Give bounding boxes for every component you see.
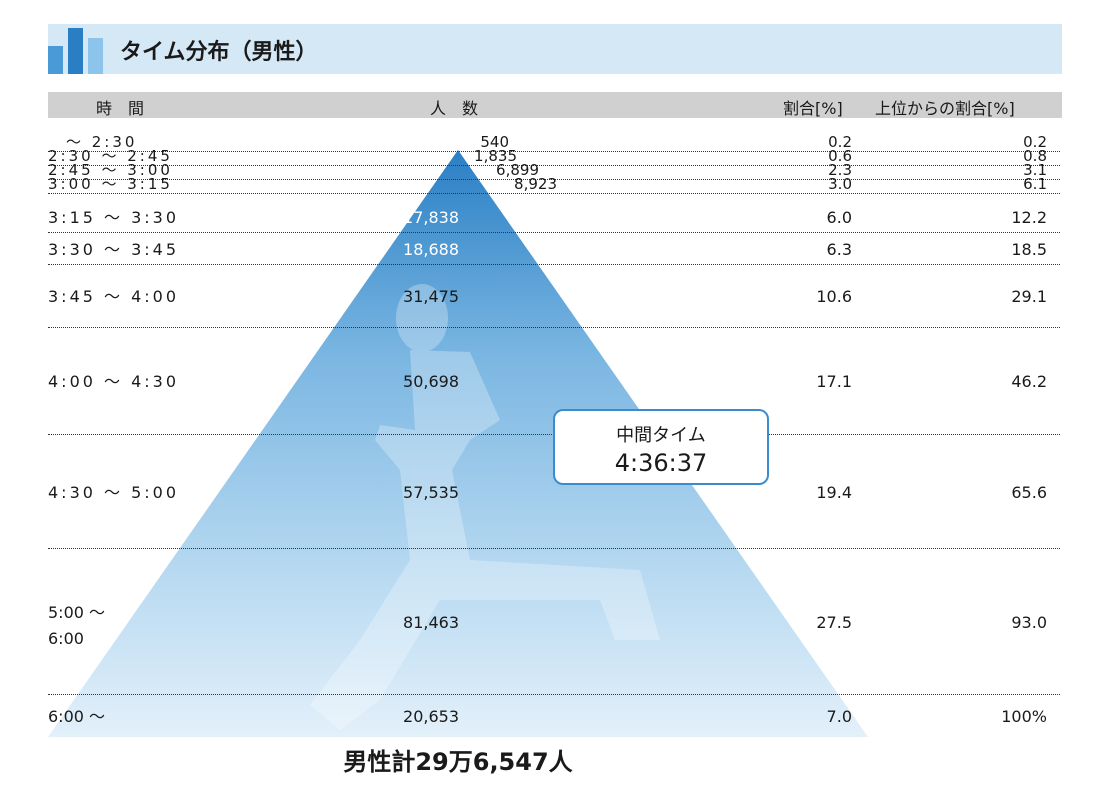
count-cell: 57,535 bbox=[403, 482, 459, 502]
count-cell: 18,688 bbox=[403, 239, 459, 259]
count-cell: 540 bbox=[480, 133, 509, 151]
pyramid-triangle bbox=[48, 150, 868, 737]
pct-cell: 2.3 bbox=[828, 161, 852, 179]
pct-cell: 0.6 bbox=[828, 147, 852, 165]
pct-cell: 6.0 bbox=[826, 207, 852, 227]
header-cum: 上位からの割合[%] bbox=[875, 99, 1015, 118]
total-count: 男性計29万6,547人 bbox=[343, 748, 573, 776]
chart-title: タイム分布（男性） bbox=[120, 40, 318, 65]
time-cell: ～ 2:30 bbox=[48, 133, 138, 151]
cum-cell: 0.2 bbox=[1023, 133, 1047, 151]
runner-silhouette bbox=[310, 284, 660, 730]
median-callout: 中間タイム 4:36:37 bbox=[553, 409, 769, 485]
row-separator bbox=[48, 179, 1060, 180]
pct-cell: 19.4 bbox=[816, 482, 852, 502]
cum-cell: 93.0 bbox=[1011, 612, 1047, 632]
cum-cell: 100% bbox=[1001, 707, 1047, 726]
pct-cell: 3.0 bbox=[828, 175, 852, 193]
count-cell: 20,653 bbox=[403, 707, 459, 726]
header-pct: 割合[%] bbox=[783, 99, 843, 118]
cum-cell: 29.1 bbox=[1011, 287, 1047, 306]
pct-cell: 10.6 bbox=[816, 287, 852, 306]
cum-cell: 46.2 bbox=[1011, 372, 1047, 391]
row-separator bbox=[48, 548, 1060, 549]
time-cell: 4:00 ～ 4:30 bbox=[48, 372, 180, 391]
cum-cell: 6.1 bbox=[1023, 175, 1047, 193]
header-time: 時 間 bbox=[96, 99, 145, 118]
title-bar: タイム分布（男性） bbox=[48, 24, 1062, 74]
count-cell: 81,463 bbox=[403, 612, 459, 632]
pct-cell: 27.5 bbox=[816, 612, 852, 632]
cum-cell: 18.5 bbox=[1011, 239, 1047, 259]
count-cell: 50,698 bbox=[403, 372, 459, 391]
row-separator bbox=[48, 327, 1060, 328]
count-cell: 31,475 bbox=[403, 287, 459, 306]
row-separator bbox=[48, 165, 1060, 166]
row-separator bbox=[48, 232, 1060, 233]
bar-logo-short bbox=[48, 46, 63, 74]
time-cell: 3:15 ～ 3:30 bbox=[48, 207, 180, 227]
time-cell: 2:45 ～ 3:00 bbox=[48, 161, 173, 179]
cum-cell: 0.8 bbox=[1023, 147, 1047, 165]
row-separator bbox=[48, 264, 1060, 265]
table-header: 時 間 人 数 割合[%] 上位からの割合[%] bbox=[48, 92, 1062, 118]
count-cell: 17,838 bbox=[403, 207, 459, 227]
time-cell: 5:00 ～ 6:00 bbox=[48, 603, 106, 648]
count-cell: 1,835 bbox=[474, 147, 517, 165]
time-cell: 2:30 ～ 2:45 bbox=[48, 147, 173, 165]
row-separator bbox=[48, 694, 1060, 695]
cum-cell: 3.1 bbox=[1023, 161, 1047, 179]
bar-logo-medium bbox=[88, 38, 103, 74]
pct-cell: 17.1 bbox=[816, 372, 852, 391]
count-cell: 6,899 bbox=[496, 161, 539, 179]
pct-cell: 7.0 bbox=[826, 707, 852, 726]
time-cell: 6:00 ～ bbox=[48, 707, 106, 726]
count-cell: 8,923 bbox=[514, 175, 557, 193]
time-cell: 3:45 ～ 4:00 bbox=[48, 287, 180, 306]
pct-cell: 6.3 bbox=[826, 239, 852, 259]
pct-cell: 0.2 bbox=[828, 133, 852, 151]
row-separator bbox=[48, 193, 1060, 194]
cum-cell: 65.6 bbox=[1011, 482, 1047, 502]
header-count: 人 数 bbox=[430, 99, 479, 118]
row-separator bbox=[48, 151, 1060, 152]
time-cell: 4:30 ～ 5:00 bbox=[48, 482, 180, 502]
time-cell: 3:00 ～ 3:15 bbox=[48, 175, 173, 193]
time-cell: 3:30 ～ 3:45 bbox=[48, 239, 180, 259]
bar-logo-tall bbox=[68, 28, 83, 74]
cum-cell: 12.2 bbox=[1011, 207, 1047, 227]
median-label: 中間タイム bbox=[616, 425, 706, 446]
median-value: 4:36:37 bbox=[614, 449, 708, 477]
